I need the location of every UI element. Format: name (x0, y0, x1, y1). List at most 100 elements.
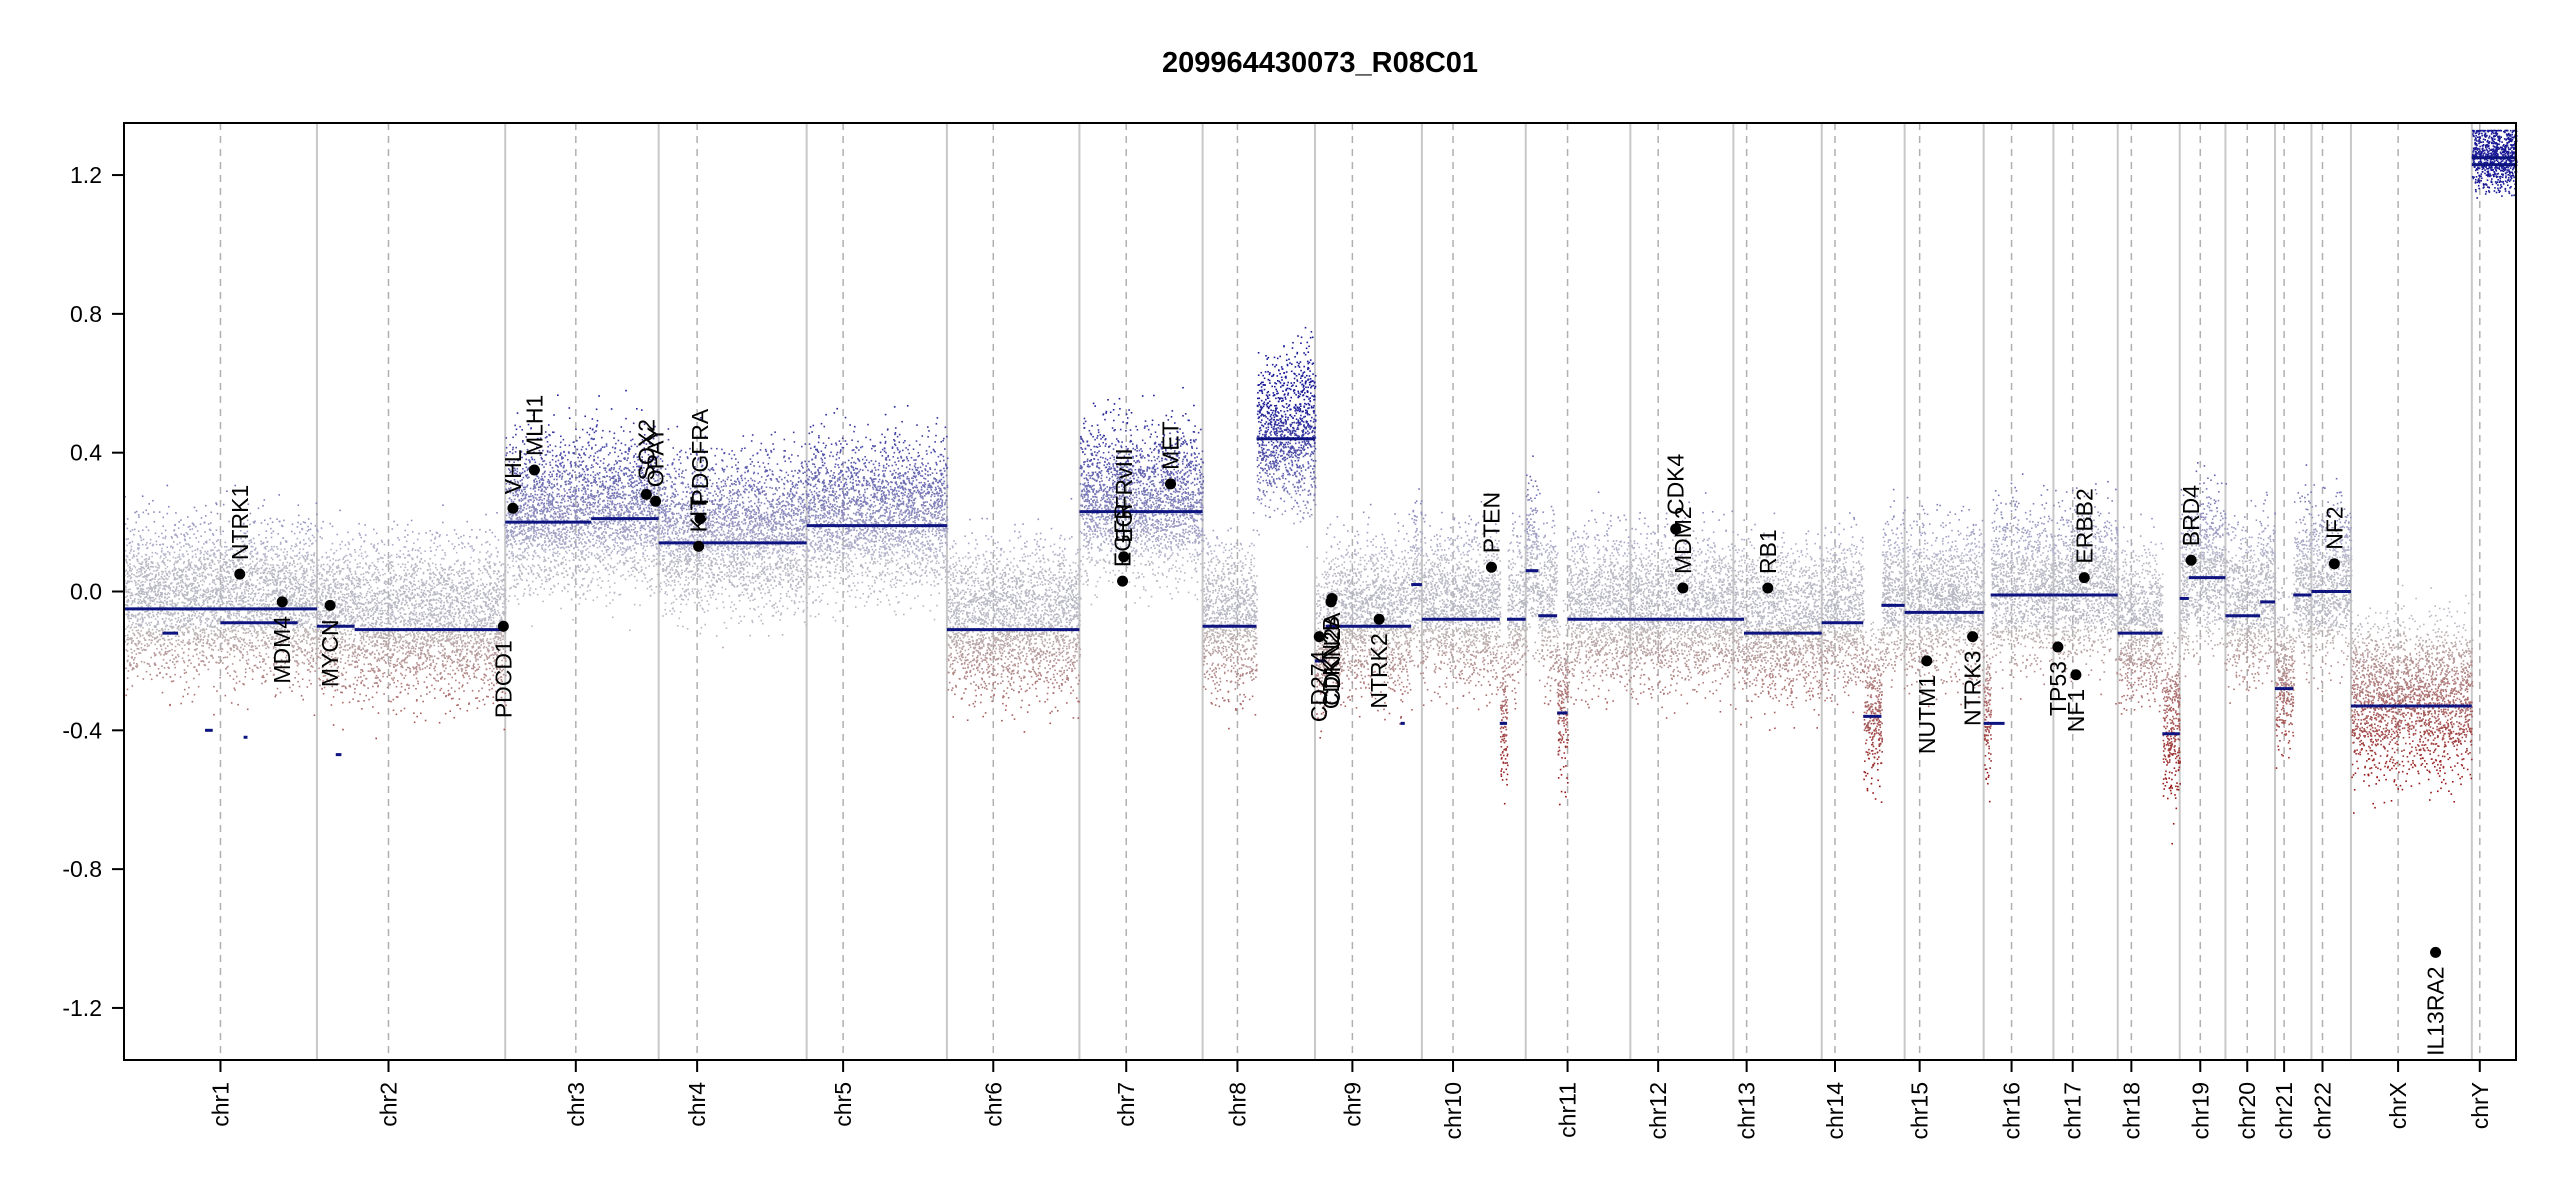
probe-point (225, 605, 227, 607)
probe-point (316, 502, 318, 504)
probe-point (134, 580, 136, 582)
probe-point (292, 596, 294, 598)
probe-point (279, 577, 281, 579)
probe-point (259, 616, 261, 618)
probe-point (246, 643, 248, 645)
probe-point (285, 585, 287, 587)
probe-point (294, 586, 296, 588)
probe-point (310, 604, 312, 606)
probe-point (270, 614, 272, 616)
probe-point (140, 599, 142, 601)
probe-point (293, 612, 295, 614)
probe-point (305, 555, 307, 557)
probe-point (230, 578, 232, 580)
probe-point (138, 640, 140, 642)
probe-point (127, 595, 129, 597)
cnv-chart: 209964430073_R08C01 NTRK1MDM4 MYCN PDCD1VH… (0, 0, 2550, 1200)
probe-point (275, 593, 277, 595)
probe-point (162, 692, 164, 694)
probe-point (192, 628, 194, 630)
probe-point (310, 540, 312, 542)
probe-point (231, 702, 233, 704)
probe-point (171, 638, 173, 640)
probe-point (253, 655, 255, 657)
probe-point (211, 612, 213, 614)
probe-point (150, 539, 152, 541)
probe-point (246, 628, 248, 630)
probe-point (157, 567, 159, 569)
probe-point (280, 549, 282, 551)
probe-point (148, 530, 150, 532)
probe-point (184, 689, 186, 691)
probe-point (175, 618, 177, 620)
probe-point (176, 621, 178, 623)
probe-point (257, 640, 259, 642)
probe-point (158, 585, 160, 587)
probe-point (198, 642, 200, 644)
probe-point (205, 596, 207, 598)
probe-point (171, 619, 173, 621)
probe-point (265, 596, 267, 598)
probe-point (303, 539, 305, 541)
probe-point (270, 571, 272, 573)
probe-point (202, 576, 204, 578)
probe-point (214, 618, 216, 620)
probe-point (171, 601, 173, 603)
probe-point (137, 619, 139, 621)
probe-point (149, 639, 151, 641)
probe-point (129, 552, 131, 554)
probe-point (162, 677, 164, 679)
probe-point (284, 555, 286, 557)
probe-point (305, 580, 307, 582)
probe-point (230, 601, 232, 603)
probe-point (189, 569, 191, 571)
probe-point (234, 656, 236, 658)
probe-point (314, 670, 316, 672)
probe-point (291, 545, 293, 547)
probe-point (200, 566, 202, 568)
probe-point (269, 568, 271, 570)
probe-point (152, 614, 154, 616)
probe-point (226, 634, 228, 636)
probe-point (311, 559, 313, 561)
probe-point (141, 647, 143, 649)
probe-point (141, 606, 143, 608)
probe-point (268, 590, 270, 592)
probe-point (128, 655, 130, 657)
probe-point (126, 545, 128, 547)
probe-point (184, 662, 186, 664)
probe-point (177, 602, 179, 604)
probe-point (204, 531, 206, 533)
probe-point (241, 627, 243, 629)
probe-point (125, 695, 127, 697)
probe-point (175, 512, 177, 514)
probe-point (133, 659, 135, 661)
probe-point (214, 579, 216, 581)
probe-point (167, 559, 169, 561)
probe-point (279, 559, 281, 561)
probe-point (219, 560, 221, 562)
probe-point (315, 603, 317, 605)
probe-point (150, 657, 152, 659)
probe-point (183, 587, 185, 589)
probe-point (250, 619, 252, 621)
probe-point (251, 642, 253, 644)
probe-point (200, 634, 202, 636)
probe-point (224, 546, 226, 548)
probe-point (178, 521, 180, 523)
probe-point (173, 564, 175, 566)
probe-point (214, 547, 216, 549)
probe-point (297, 522, 299, 524)
probe-point (155, 595, 157, 597)
probe-point (163, 654, 165, 656)
probe-point (154, 644, 156, 646)
probe-point (256, 648, 258, 650)
probe-point (250, 605, 252, 607)
probe-point (214, 616, 216, 618)
probe-point (175, 635, 177, 637)
probe-point (130, 595, 132, 597)
probe-point (140, 582, 142, 584)
probe-point (272, 579, 274, 581)
probe-point (248, 576, 250, 578)
probe-point (178, 636, 180, 638)
